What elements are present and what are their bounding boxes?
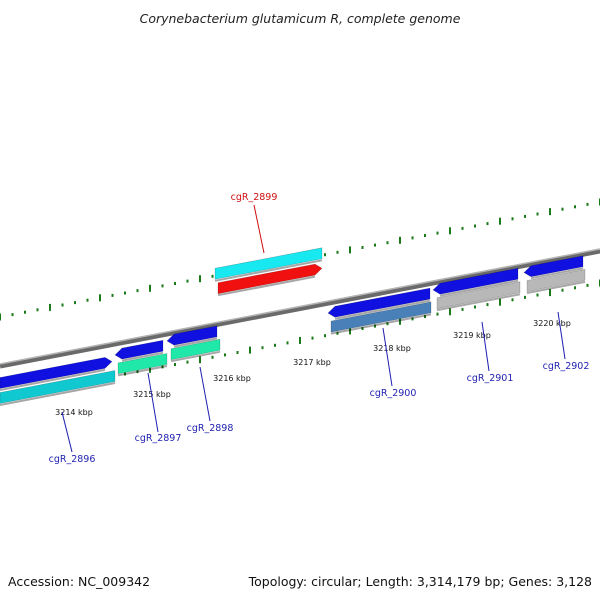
gene-leader-cgR_2902: [557, 311, 566, 360]
gene-arrow-cgR_2898-cds: [170, 338, 221, 361]
genome-backbone-highlight: [0, 248, 600, 365]
gene-leader-cgR_2897: [147, 372, 159, 433]
gene-arrow-cgR_2897-cds: [117, 353, 168, 375]
gene-arrow-cgR_2898: [166, 325, 218, 346]
gene-arrow-cgR_2896-cds-shadow: [0, 382, 116, 406]
gene-leader-cgR_2899: [253, 204, 265, 254]
gene-arrow-cgR_2899-shadow: [217, 275, 316, 297]
accession-text: Accession: NC_009342: [8, 574, 150, 589]
gene-arrow-cgR_2900-cds: [330, 301, 432, 333]
gene-arrow-cgR_2897-cds-shadow: [117, 365, 168, 377]
gene-label-cgR_2901: cgR_2901: [467, 373, 514, 384]
gene-arrow-cgR_2899-cds: [214, 247, 323, 280]
gene-label-cgR_2898: cgR_2898: [187, 423, 234, 434]
gene-arrow-cgR_2902-shadow: [530, 267, 584, 280]
gene-arrow-cgR_2902: [523, 255, 584, 278]
gene-leader-cgR_2900: [382, 327, 393, 387]
gene-arrow-cgR_2896-shadow: [0, 368, 106, 391]
genome-summary-text: Topology: circular; Length: 3,314,179 bp…: [248, 574, 592, 589]
tick-label-6: 3220 kbp: [533, 319, 571, 328]
gene-arrow-cgR_2901: [432, 267, 519, 295]
gene-label-cgR_2902: cgR_2902: [543, 361, 590, 372]
gene-arrow-cgR_2897-shadow: [121, 351, 164, 362]
gene-leader-cgR_2896: [61, 411, 73, 453]
gene-arrow-cgR_2896-cds: [0, 370, 116, 404]
gene-arrow-cgR_2900-shadow: [334, 299, 431, 320]
gene-arrow-cgR_2900: [327, 287, 431, 318]
tick-label-0: 3214 kbp: [55, 408, 93, 417]
tick-label-4: 3218 kbp: [373, 344, 411, 353]
gene-arrow-cgR_2898-shadow: [173, 337, 218, 348]
tick-label-2: 3216 kbp: [213, 374, 251, 383]
gene-arrow-cgR_2898-cds-shadow: [170, 350, 221, 363]
gene-arrow-cgR_2901-cds-shadow: [436, 293, 521, 312]
gene-leader-cgR_2898: [199, 366, 211, 422]
gene-arrow-cgR_2901-cds: [436, 281, 521, 310]
gene-arrow-cgR_2899: [217, 263, 323, 295]
gene-arrow-cgR_2902-cds: [526, 269, 586, 292]
tick-label-5: 3219 kbp: [453, 331, 491, 340]
gene-arrow-cgR_2899-cds-shadow: [214, 259, 323, 282]
genome-title: Corynebacterium glutamicum R, complete g…: [140, 11, 461, 26]
gene-arrow-cgR_2902-cds-shadow: [526, 280, 586, 294]
gene-arrow-cgR_2896: [0, 357, 113, 389]
gene-label-cgR_2897: cgR_2897: [135, 433, 182, 444]
gene-leader-cgR_2901: [481, 321, 490, 372]
gene-label-cgR_2899: cgR_2899: [231, 192, 278, 203]
gene-label-cgR_2900: cgR_2900: [370, 388, 417, 399]
tick-label-3: 3217 kbp: [293, 358, 331, 367]
genome-backbone: [0, 248, 600, 369]
gene-arrow-cgR_2901-shadow: [439, 279, 519, 297]
gene-label-cgR_2896: cgR_2896: [49, 454, 96, 465]
gene-arrow-cgR_2900-cds-shadow: [330, 313, 432, 335]
gene-arrow-cgR_2897: [114, 339, 164, 360]
